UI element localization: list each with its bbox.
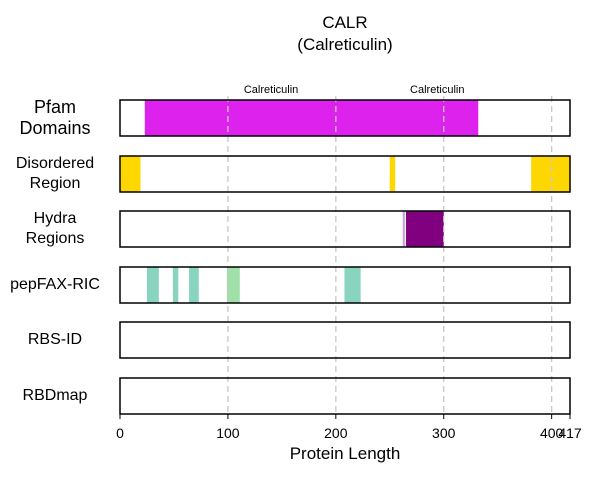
track-label: RBS-ID (0, 330, 110, 350)
track-label-line: Hydra (33, 210, 77, 227)
track-segment (226, 267, 240, 303)
track-segment (146, 267, 159, 303)
track-label-line: pepFAX-RIC (10, 276, 100, 293)
track-label-line: Pfam (33, 97, 76, 117)
track-border (119, 266, 571, 304)
track-border (119, 321, 571, 359)
x-tick-label: 400 (540, 425, 564, 441)
track-border (119, 210, 571, 248)
track-background (120, 156, 570, 192)
track-label-line: Disordered (15, 155, 95, 172)
chart-subtitle: (Calreticulin) (297, 35, 393, 54)
x-tick-label: 200 (324, 425, 348, 441)
track-label-line: Regions (25, 230, 85, 247)
chart-title: CALR (322, 13, 368, 32)
track-segment (144, 100, 479, 136)
track-border (119, 99, 571, 137)
track-segment (344, 267, 361, 303)
x-axis-title: Protein Length (289, 444, 401, 463)
x-tick-label: 300 (432, 425, 456, 441)
track-label: Disordered Region (0, 154, 110, 194)
track-segment (389, 156, 396, 192)
track-label: RBDmap (0, 386, 110, 406)
track-background (120, 211, 570, 247)
x-tick-label: 100 (216, 425, 240, 441)
x-tick-label: 0 (116, 425, 124, 441)
track-background (120, 378, 570, 414)
track-segment (120, 156, 141, 192)
track-border (119, 155, 571, 193)
track-label-line: RBS-ID (27, 331, 83, 348)
track-segment (405, 211, 444, 247)
domain-annotation: Calreticulin (244, 84, 298, 96)
track-segment (402, 211, 405, 247)
track-label: Hydra Regions (0, 209, 110, 249)
track-segment (189, 267, 199, 303)
track-label-line: RBDmap (22, 387, 88, 404)
x-tick-label: 417 (558, 425, 582, 441)
track-border (119, 377, 571, 415)
track-label: pepFAX-RIC (0, 275, 110, 295)
track-segment (172, 267, 179, 303)
track-background (120, 322, 570, 358)
track-label-line: Domains (19, 118, 91, 138)
track-label: Pfam Domains (0, 97, 110, 139)
chart-title-block: CALR (Calreticulin) (120, 12, 570, 56)
track-label-line: Region (29, 175, 81, 192)
track-segment (531, 156, 570, 192)
domain-annotation: Calreticulin (410, 84, 464, 96)
